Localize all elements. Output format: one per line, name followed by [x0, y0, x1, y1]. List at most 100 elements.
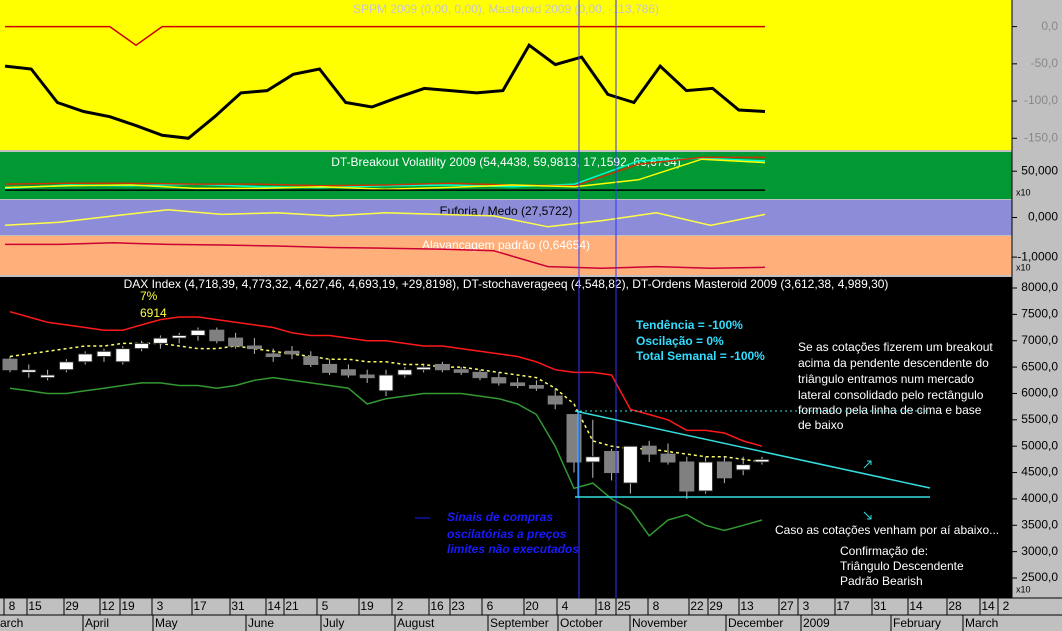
annotation: acima da pendente descendente do — [798, 356, 989, 370]
candle-body — [228, 337, 244, 347]
axis-multiplier: x10 — [1016, 262, 1031, 272]
y-tick-label: 6500,0 — [1021, 359, 1058, 373]
month-label: February — [893, 616, 941, 630]
series-line — [5, 242, 766, 269]
month-label: April — [85, 616, 109, 630]
x-tick-label: 3 — [157, 599, 164, 613]
candle-body — [698, 461, 714, 492]
annotation: Total Semanal = -100% — [636, 349, 765, 363]
annotation: limites não executados — [447, 542, 579, 556]
x-tick-label: 19 — [360, 599, 374, 613]
arrow-up — [863, 460, 872, 469]
annotation: 7% — [140, 289, 158, 303]
candle-body — [58, 361, 74, 371]
y-tick-label: 4000,0 — [1021, 491, 1058, 505]
panel-volatility — [0, 152, 1012, 199]
y-tick-label: 50,000 — [1021, 163, 1058, 177]
month-label: December — [728, 616, 783, 630]
triangle-line — [574, 410, 931, 489]
x-tick-label: 3 — [803, 599, 810, 613]
annotation: Caso as cotações venham por aí abaixo... — [775, 523, 999, 537]
month-label: August — [397, 616, 435, 630]
panel-title: DT-Breakout Volatility 2009 (54,4438, 59… — [331, 155, 681, 169]
annotation: Oscilação = 0% — [636, 334, 724, 348]
candle-body — [246, 345, 262, 350]
candle-body — [190, 329, 206, 336]
x-tick-label: 12 — [101, 599, 115, 613]
candle-body — [77, 353, 93, 363]
candle-body — [547, 395, 563, 405]
y-tick-label: -150,0 — [1024, 130, 1058, 144]
x-tick-label: 20 — [525, 599, 539, 613]
x-tick-label: 29 — [65, 599, 79, 613]
arrow-down — [863, 511, 872, 520]
x-tick-label: 18 — [597, 599, 611, 613]
candle-body — [152, 337, 168, 344]
y-tick-label: 7500,0 — [1021, 307, 1058, 321]
x-tick-label: 14 — [267, 599, 281, 613]
x-tick-label: 22 — [690, 599, 704, 613]
x-tick-label: 6 — [487, 599, 494, 613]
candle-body — [21, 369, 37, 373]
annotation: triângulo entramos num mercado — [798, 372, 974, 386]
x-tick-label: 14 — [981, 599, 995, 613]
annotation: Se as cotações fizerem um breakout — [798, 340, 993, 354]
candle-body — [96, 350, 112, 358]
panel-title: SPPM 2009 (0,00, 0,00), Masteroid 2009 (… — [353, 2, 659, 16]
panel-price — [0, 277, 1012, 598]
y-tick-label: 6000,0 — [1021, 386, 1058, 400]
month-label: July — [323, 616, 344, 630]
candle-body — [209, 329, 225, 342]
y-tick-label: 0,000 — [1028, 210, 1058, 224]
x-tick-label: 19 — [121, 599, 135, 613]
panel-sppm — [0, 0, 1012, 150]
annotation: Triângulo Descendente — [840, 559, 964, 573]
candle-body — [716, 461, 732, 479]
month-label: 2009 — [803, 616, 830, 630]
candle-body — [134, 342, 150, 350]
month-label: May — [155, 616, 178, 630]
series-line — [5, 25, 765, 47]
candle-body — [622, 445, 638, 484]
x-tick-label: 27 — [780, 599, 794, 613]
x-tick-label: 13 — [740, 599, 754, 613]
y-tick-label: 5000,0 — [1021, 438, 1058, 452]
y-tick-label: -100,0 — [1024, 93, 1058, 107]
series-line — [4, 209, 766, 228]
x-tick-label: 5 — [322, 599, 329, 613]
candle-body — [491, 377, 507, 384]
annotation: de baixo — [798, 418, 844, 432]
series-line — [4, 158, 766, 191]
series-line — [9, 376, 763, 537]
panel-alavancagem — [0, 236, 1012, 275]
annotation: oscilatórias a preços — [447, 527, 567, 541]
candle-body — [641, 445, 657, 455]
candle-body — [397, 369, 413, 376]
candle-body — [510, 382, 526, 387]
month-label: November — [632, 616, 687, 630]
candle-body — [378, 374, 394, 392]
annotation: 6914 — [140, 306, 167, 320]
candle-body — [265, 353, 281, 358]
y-tick-label: 8000,0 — [1021, 280, 1058, 294]
candle-body — [735, 464, 751, 471]
candle-body — [585, 456, 601, 463]
x-tick-label: 29 — [709, 599, 723, 613]
month-label: March — [965, 616, 998, 630]
candle-body — [284, 350, 300, 355]
month-label: September — [490, 616, 549, 630]
panel-title: DAX Index (4,718,39, 4,773,32, 4,627,46,… — [124, 277, 889, 291]
series-line — [4, 156, 765, 187]
candle-body — [40, 374, 56, 379]
x-tick-label: 21 — [285, 599, 299, 613]
panel-title: Euforia / Medo (27,5722) — [440, 204, 573, 218]
candle-body — [2, 358, 18, 371]
candle-body — [472, 371, 488, 379]
month-label: June — [248, 616, 274, 630]
x-tick-label: 17 — [836, 599, 850, 613]
y-tick-label: 4500,0 — [1021, 465, 1058, 479]
x-tick-label: 25 — [617, 599, 631, 613]
x-tick-label: 16 — [430, 599, 444, 613]
y-tick-label: 3500,0 — [1021, 517, 1058, 531]
